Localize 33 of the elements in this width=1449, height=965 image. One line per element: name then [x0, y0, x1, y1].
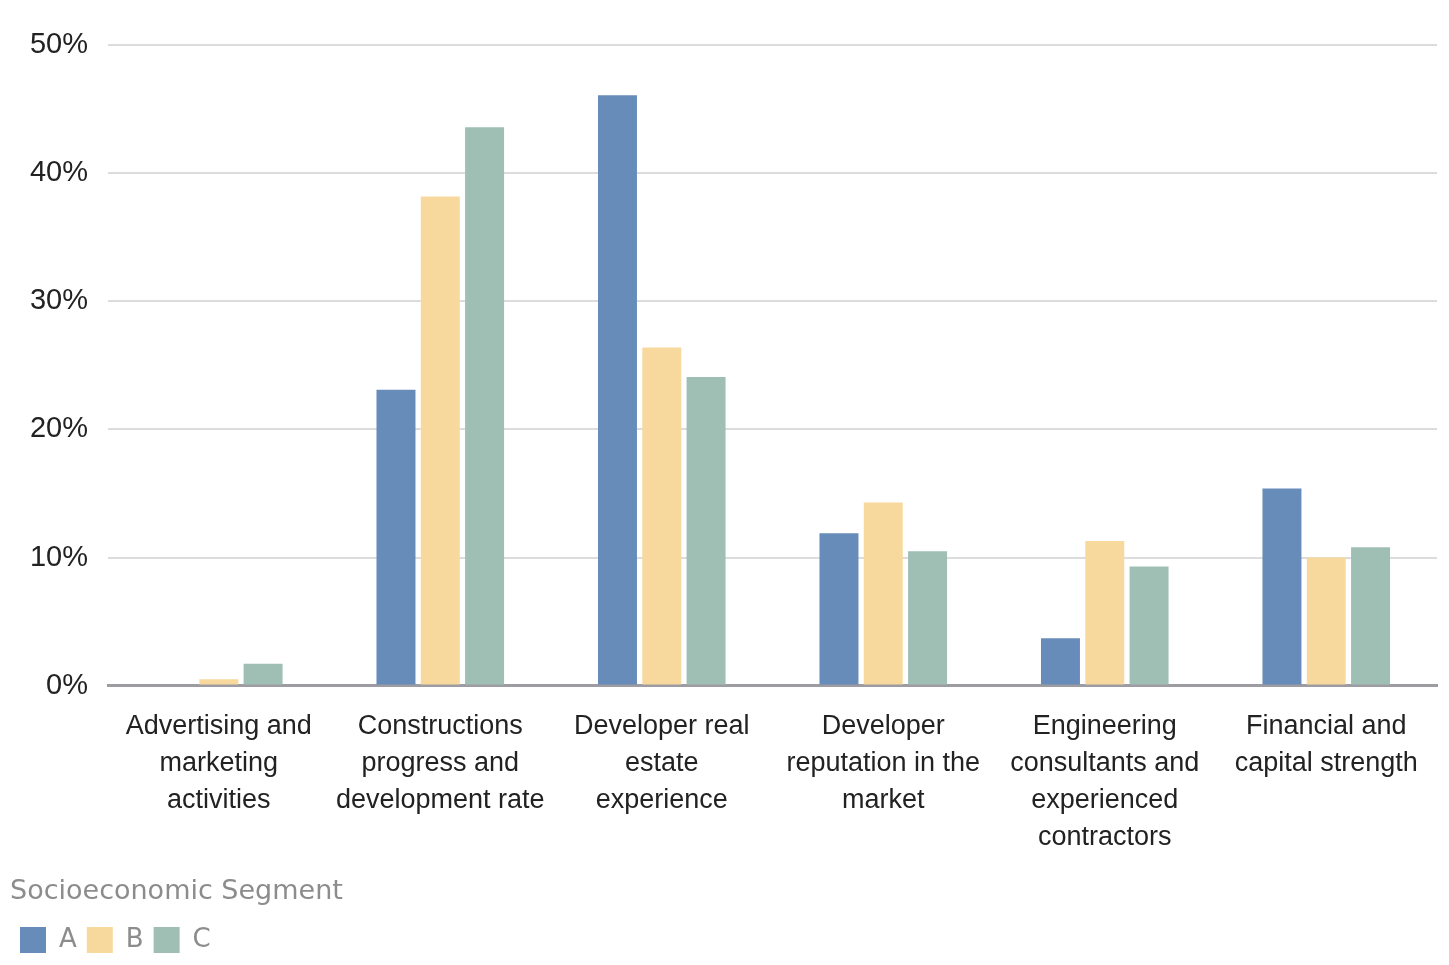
bar: [686, 377, 726, 685]
bar: [1351, 547, 1391, 685]
bar: [243, 663, 283, 685]
y-tick-label: 30%: [30, 283, 89, 316]
bar: [1129, 566, 1169, 685]
x-tick-label: Constructions progress and development rate: [335, 709, 545, 815]
x-tick-label: Engineering consultants and experienced contractors: [1010, 709, 1200, 852]
bar: [199, 679, 239, 685]
x-tick-label: Developer reputation in the market: [786, 709, 981, 815]
bar: [1040, 638, 1080, 685]
bar: [1085, 540, 1125, 685]
bar: [420, 196, 460, 685]
y-tick-label: 20%: [30, 411, 89, 444]
y-tick-label: 50%: [30, 27, 89, 60]
y-tick-label: 10%: [30, 539, 89, 572]
bar: [376, 389, 416, 685]
x-tick-label: Financial and capital strength: [1234, 709, 1418, 777]
bar: [465, 127, 505, 685]
bar: [597, 95, 637, 685]
legend-label: A: [59, 922, 77, 953]
bar: [1262, 488, 1302, 685]
x-tick-label: Advertising and marketing activities: [125, 709, 312, 815]
bar: [908, 551, 948, 685]
bar: [1306, 557, 1346, 685]
y-tick-label: 0%: [46, 667, 89, 700]
legend-label: C: [192, 922, 211, 953]
bar: [642, 347, 682, 685]
legend-label: B: [125, 922, 144, 953]
y-tick-label: 40%: [30, 155, 89, 188]
legend-title: Socioeconomic Segment: [10, 874, 343, 906]
bar: [819, 533, 859, 685]
x-tick-label: Developer real estate experience: [573, 709, 750, 815]
bar: [863, 502, 903, 685]
